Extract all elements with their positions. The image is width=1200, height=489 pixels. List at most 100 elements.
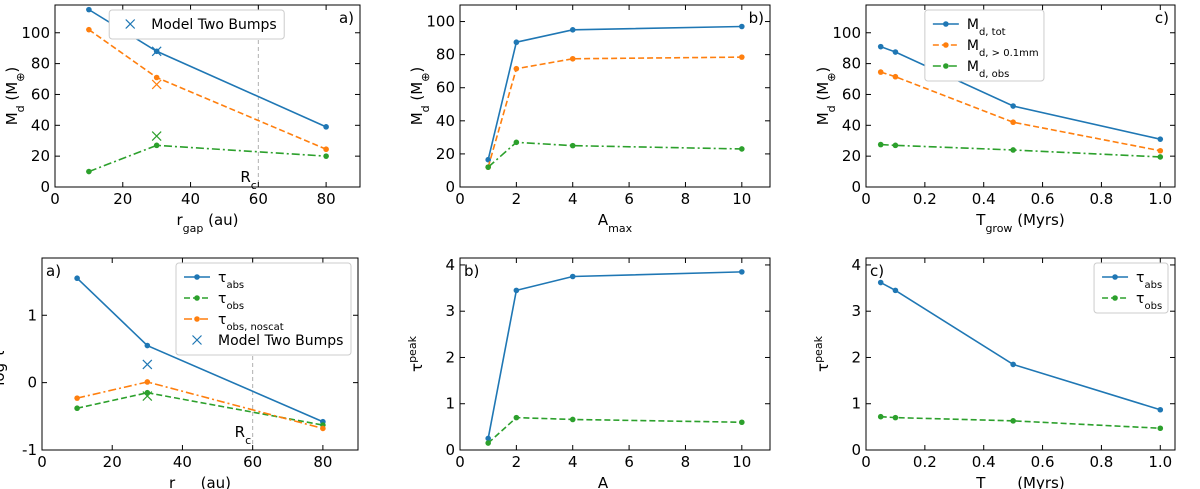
y-axis-label-tail: (M xyxy=(408,82,426,106)
series-2-line xyxy=(487,56,742,168)
y-tick-label: 20 xyxy=(842,147,861,165)
series-1-line xyxy=(487,25,742,160)
x-axis-label-sub: max xyxy=(608,222,632,235)
legend-label-1-main: M xyxy=(967,17,979,33)
y-tick-label: 20 xyxy=(31,147,50,165)
x-tick-label: 60 xyxy=(243,453,262,471)
y-axis-label-main: M xyxy=(408,112,426,125)
x-tick-label: 60 xyxy=(249,190,268,208)
rc-label-main: R xyxy=(240,168,250,186)
x-tick-label: 1.0 xyxy=(1148,453,1172,471)
x-tick-label: 80 xyxy=(313,453,332,471)
x-tick-label: 80 xyxy=(317,190,336,208)
legend-cross-4 xyxy=(192,335,202,345)
axes-frame xyxy=(865,257,1176,451)
panel-label: c) xyxy=(1155,9,1169,27)
legend-cross-1 xyxy=(125,19,136,29)
series-3-point xyxy=(323,153,329,159)
series-3-line xyxy=(88,144,327,173)
cross-marker-1 xyxy=(142,359,153,370)
x-axis-label-sub: gap xyxy=(175,485,196,489)
x-tick-label: 6 xyxy=(624,453,634,471)
y-axis-label-sup: peak xyxy=(0,322,1,349)
y-tick-label: 40 xyxy=(436,112,455,130)
cross-marker-3 xyxy=(151,131,162,142)
legend-label-3-main: M xyxy=(967,59,979,75)
series-1-point xyxy=(892,287,899,294)
y-tick-label: 100 xyxy=(21,24,50,42)
x-axis-label: Tgrow​ (Myrs) xyxy=(975,211,1064,235)
series-3-point xyxy=(877,141,884,148)
x-tick-label: 0 xyxy=(455,453,465,471)
x-axis-label-main: A xyxy=(598,474,609,489)
y-tick-label: 60 xyxy=(436,79,455,97)
legend-label-1-sub: d, tot xyxy=(979,27,1006,38)
x-axis-label-main: r xyxy=(176,211,183,229)
x-tick-label: 0.2 xyxy=(913,453,937,471)
y-axis-label-sub: d xyxy=(419,105,432,112)
y-axis-label: τpeak​ xyxy=(812,335,833,372)
x-axis-label: Amax​ xyxy=(598,211,633,235)
series-1-point xyxy=(86,6,92,13)
x-tick-label: 8 xyxy=(681,190,691,208)
y-tick-label: 80 xyxy=(31,55,50,73)
series-3-point xyxy=(1010,147,1016,153)
series-3-point xyxy=(892,142,899,149)
series-3-point xyxy=(513,139,520,146)
panel-label: b) xyxy=(749,9,764,27)
series-1-point xyxy=(1010,361,1016,368)
series-2-line xyxy=(880,71,1161,152)
x-axis-label-tail: (au) xyxy=(196,474,231,489)
axes-frame xyxy=(459,257,771,451)
legend-label-2-sub: d, > 0.1mm xyxy=(979,48,1039,59)
legend-label-3: Md, obs​ xyxy=(967,59,1009,80)
legend-label-4-main: Model Two Bumps xyxy=(218,333,343,349)
legend-label-1-sub: abs xyxy=(1144,280,1162,291)
series-3-line xyxy=(76,381,324,430)
legend-label-1-main: Model Two Bumps xyxy=(151,17,276,33)
series-1-point xyxy=(569,27,576,33)
series-2-point xyxy=(877,413,884,420)
y-axis-label-unit: ⊕ xyxy=(14,73,27,82)
y-tick-label: 4 xyxy=(445,256,455,274)
legend-box xyxy=(924,9,1045,82)
axes-frame xyxy=(54,4,361,188)
x-axis-label-main: r xyxy=(169,474,176,489)
x-tick-label: 40 xyxy=(173,453,192,471)
series-1-point xyxy=(892,49,899,55)
legend-label-2-sub: obs xyxy=(1144,301,1162,312)
series-2-line xyxy=(487,416,742,444)
rc-label: Rc​ xyxy=(240,168,256,192)
x-tick-label: 40 xyxy=(181,190,200,208)
y-axis-label-unit: ⊕ xyxy=(825,73,838,82)
x-axis-label-tail: (au) xyxy=(203,211,238,229)
series-3-point xyxy=(74,395,80,401)
legend-label-2-main: τ xyxy=(1136,291,1144,307)
legend-label-2-main: τ xyxy=(218,291,226,307)
series-2-point xyxy=(569,55,576,62)
series-2-line xyxy=(88,29,327,150)
y-axis-label: τpeak​ xyxy=(406,335,427,372)
panel-5: 0 2 4 6 8 10 0 1 2 3 4 Amax​ τpeak​ b) xyxy=(406,256,771,489)
series-1-point xyxy=(1157,136,1164,142)
x-axis-label: rgap​ (au) xyxy=(169,474,231,489)
legend-box xyxy=(175,262,352,356)
y-axis-label-main: τ xyxy=(408,363,426,372)
x-axis-label-main: T xyxy=(975,474,986,489)
series-3-point xyxy=(153,142,160,149)
cross-marker-2 xyxy=(151,79,162,90)
legend-label-2: τobs​ xyxy=(1136,291,1162,312)
y-tick-label: 0 xyxy=(851,441,861,459)
series-2-point xyxy=(1157,425,1164,432)
x-tick-label: 2 xyxy=(512,453,522,471)
series-1-point xyxy=(144,342,151,349)
y-axis-label-close: ) xyxy=(3,67,21,73)
x-axis-label-main: A xyxy=(598,211,609,229)
cross-marker-2 xyxy=(142,391,153,402)
panel-3: 0 0.2 0.4 0.6 0.8 1.0 0 20 40 60 80 100 Tgrow​ (Myrs… xyxy=(814,4,1176,235)
series-2-point xyxy=(86,26,92,33)
panel-label: b) xyxy=(464,262,479,280)
